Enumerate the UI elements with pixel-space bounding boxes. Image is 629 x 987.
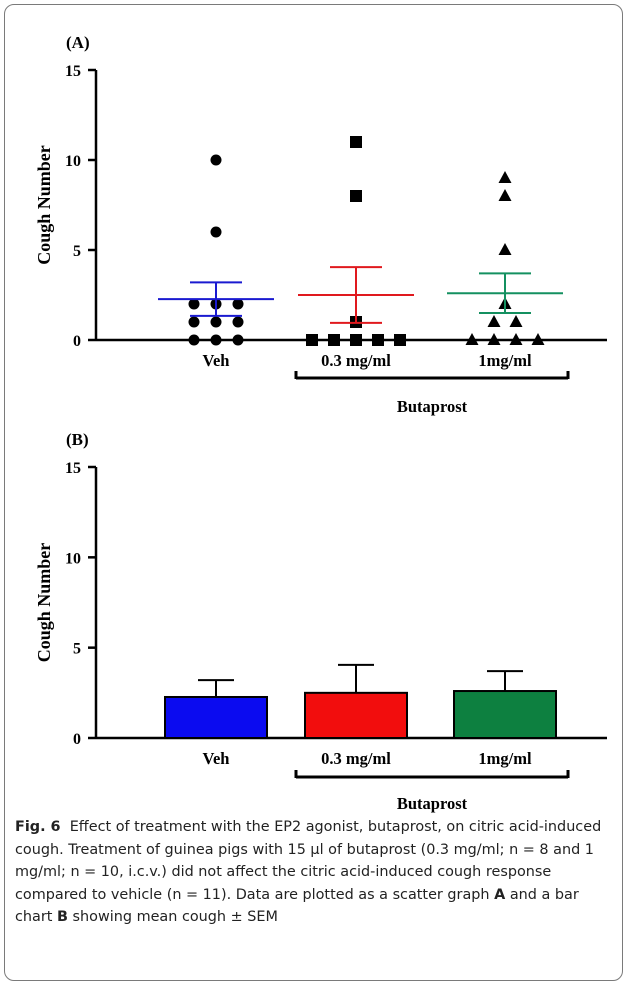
data-point-triangle [487, 315, 501, 327]
data-point-circle [232, 334, 244, 346]
data-point-square [394, 334, 406, 346]
caption-text-1: Effect of treatment with the EP2 agonist… [15, 819, 602, 903]
x-tick-label: 1mg/ml [478, 351, 532, 370]
data-point-triangle [509, 333, 523, 345]
group-label: Butaprost [397, 397, 468, 416]
y-tick-label: 5 [73, 641, 81, 658]
data-point-circle [188, 316, 200, 328]
data-point-circle [188, 298, 200, 310]
data-point-square [372, 334, 384, 346]
y-axis-label: Cough Number [34, 543, 54, 663]
data-point-circle [232, 316, 244, 328]
y-tick-label: 10 [65, 550, 81, 567]
data-point-circle [210, 226, 222, 238]
data-point-square [350, 136, 362, 148]
x-tick-label: 0.3 mg/ml [321, 351, 391, 370]
data-point-circle [210, 334, 222, 346]
x-tick-label: Veh [203, 351, 230, 370]
group-label: Butaprost [397, 794, 468, 813]
data-point-circle [188, 334, 200, 346]
data-point-triangle [509, 315, 523, 327]
data-point-square [350, 190, 362, 202]
y-tick-label: 15 [65, 63, 81, 80]
bar [453, 690, 557, 740]
figure-frame [4, 4, 623, 981]
caption-bold-b: B [57, 909, 68, 925]
x-tick-label: Veh [203, 749, 230, 768]
caption-fig-label: Fig. 6 [15, 819, 61, 835]
x-tick-label: 1mg/ml [478, 749, 532, 768]
bar [304, 691, 408, 739]
panel-label: (A) [66, 33, 90, 52]
data-point-triangle [498, 189, 512, 201]
y-axis-label: Cough Number [34, 145, 54, 265]
data-point-square [350, 334, 362, 346]
caption-bold-a: A [494, 886, 506, 903]
bar [164, 695, 268, 739]
figure-caption: Fig. 6 Effect of treatment with the EP2 … [15, 816, 615, 929]
data-point-circle [210, 316, 222, 328]
caption-text-2: and a bar chart [15, 886, 579, 926]
data-point-circle [210, 154, 222, 166]
panel-label: (B) [66, 430, 89, 449]
data-point-circle [232, 298, 244, 310]
data-point-triangle [465, 333, 479, 345]
y-tick-label: 10 [65, 153, 81, 170]
data-point-square [306, 334, 318, 346]
data-point-triangle [531, 333, 545, 345]
data-point-triangle [487, 333, 501, 345]
y-tick-label: 0 [73, 731, 81, 748]
data-point-triangle [498, 171, 512, 183]
caption-text-3: showing mean cough ± SEM [67, 909, 278, 925]
y-tick-label: 15 [65, 460, 81, 477]
data-point-triangle [498, 243, 512, 255]
y-tick-label: 5 [73, 243, 81, 260]
x-tick-label: 0.3 mg/ml [321, 749, 391, 768]
y-tick-label: 0 [73, 333, 81, 350]
data-point-square [328, 334, 340, 346]
